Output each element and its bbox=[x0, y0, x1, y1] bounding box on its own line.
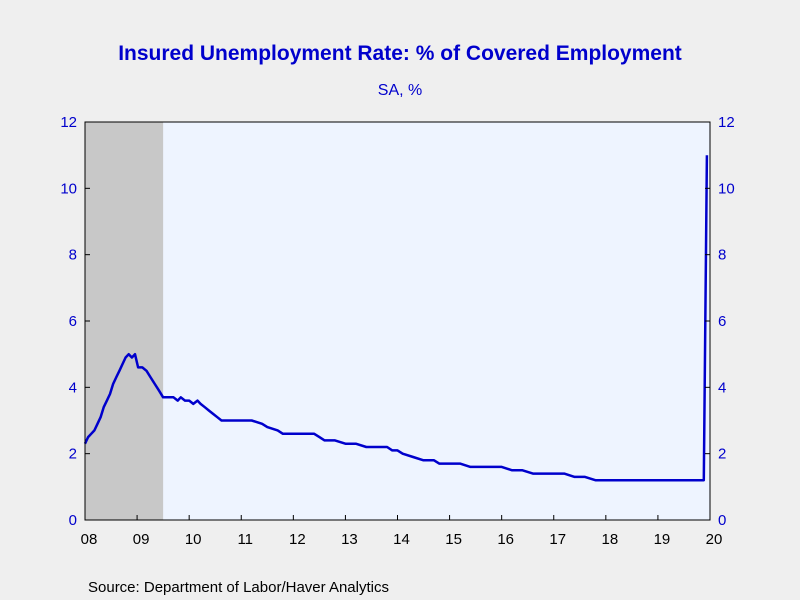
chart-subtitle: SA, % bbox=[378, 82, 422, 99]
y-tick-label-right: 8 bbox=[718, 247, 726, 264]
recession-shading-group bbox=[85, 122, 164, 520]
y-tick-label-right: 0 bbox=[718, 512, 726, 529]
x-tick-label: 10 bbox=[185, 531, 202, 548]
y-tick-label-left: 8 bbox=[69, 247, 77, 264]
source-note: Source: Department of Labor/Haver Analyt… bbox=[88, 579, 389, 596]
y-tick-label-left: 4 bbox=[69, 379, 77, 396]
x-tick-label: 17 bbox=[549, 531, 566, 548]
x-tick-label: 14 bbox=[393, 531, 410, 548]
x-tick-label: 15 bbox=[445, 531, 462, 548]
x-tick-label: 20 bbox=[706, 531, 723, 548]
series-group bbox=[83, 155, 709, 482]
y-tick-label-right: 4 bbox=[718, 379, 726, 396]
y-tick-label-right: 12 bbox=[718, 114, 735, 131]
y-tick-label-left: 12 bbox=[60, 114, 77, 131]
y-tick-label-left: 6 bbox=[69, 313, 77, 330]
y-axis-left: 0 2 4 6 8 10 12 bbox=[60, 114, 90, 529]
x-tick-label: 11 bbox=[237, 531, 253, 548]
x-axis: 08 09 10 11 12 13 14 15 16 17 18 19 20 bbox=[81, 515, 723, 548]
x-tick-label: 09 bbox=[133, 531, 150, 548]
recession-band bbox=[85, 122, 164, 520]
x-tick-label: 18 bbox=[601, 531, 618, 548]
x-tick-label: 19 bbox=[654, 531, 671, 548]
chart-title: Insured Unemployment Rate: % of Covered … bbox=[118, 42, 682, 65]
plot-area bbox=[85, 122, 710, 520]
y-axis-right: 0 2 4 6 8 10 12 bbox=[705, 114, 735, 529]
series-line bbox=[83, 155, 709, 482]
x-tick-label: 12 bbox=[289, 531, 306, 548]
y-tick-label-left: 10 bbox=[60, 180, 77, 197]
y-tick-label-left: 2 bbox=[69, 446, 77, 463]
x-tick-label: 16 bbox=[497, 531, 514, 548]
y-tick-label-right: 6 bbox=[718, 313, 726, 330]
x-tick-label: 08 bbox=[81, 531, 98, 548]
x-tick-label: 13 bbox=[341, 531, 358, 548]
y-tick-label-right: 10 bbox=[718, 180, 735, 197]
y-tick-label-right: 2 bbox=[718, 446, 726, 463]
y-tick-label-left: 0 bbox=[69, 512, 77, 529]
